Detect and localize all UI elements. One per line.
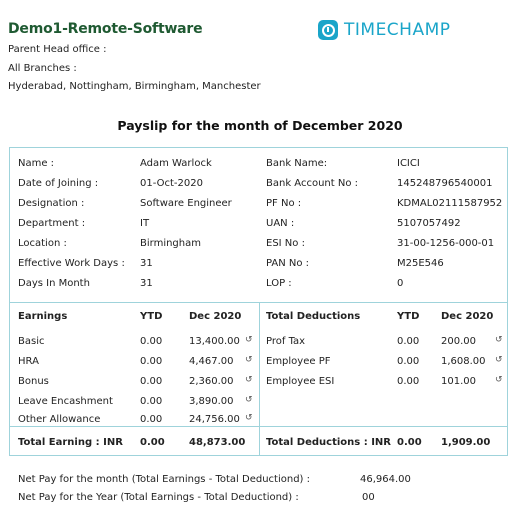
earning-ytd: 0.00 bbox=[140, 336, 163, 347]
label-days-in-month: Days In Month bbox=[18, 278, 90, 289]
history-icon[interactable]: ↺ bbox=[245, 413, 253, 423]
total-earning-label: Total Earning : INR bbox=[18, 437, 123, 448]
earning-ytd: 0.00 bbox=[140, 396, 163, 407]
earning-name: Other Allowance bbox=[18, 414, 101, 425]
parent-head-office: Parent Head office : bbox=[8, 44, 107, 55]
history-icon[interactable]: ↺ bbox=[495, 375, 503, 385]
label-bank-account: Bank Account No : bbox=[266, 178, 358, 189]
value-days-in-month: 31 bbox=[140, 278, 153, 289]
divider bbox=[259, 302, 260, 456]
label-pan-no: PAN No : bbox=[266, 258, 310, 269]
value-bank-name: ICICI bbox=[397, 158, 420, 169]
total-earning-ytd: 0.00 bbox=[140, 437, 165, 448]
deductions-month-header: Dec 2020 bbox=[441, 311, 494, 322]
payslip-title: Payslip for the month of December 2020 bbox=[117, 118, 403, 133]
net-pay-year-value: 00 bbox=[362, 492, 375, 503]
value-designation: Software Engineer bbox=[140, 198, 232, 209]
deduction-name: Employee PF bbox=[266, 356, 331, 367]
value-name: Adam Warlock bbox=[140, 158, 212, 169]
history-icon[interactable]: ↺ bbox=[245, 355, 253, 365]
divider bbox=[9, 302, 508, 303]
earning-month: 24,756.00 bbox=[189, 414, 240, 425]
total-earning-month: 48,873.00 bbox=[189, 437, 246, 448]
earning-name: HRA bbox=[18, 356, 39, 367]
value-uan: 5107057492 bbox=[397, 218, 461, 229]
all-branches-label: All Branches : bbox=[8, 63, 77, 74]
deduction-ytd: 0.00 bbox=[397, 376, 420, 387]
earning-ytd: 0.00 bbox=[140, 414, 163, 425]
payslip-table bbox=[9, 147, 508, 456]
deductions-header: Total Deductions bbox=[266, 311, 361, 322]
deduction-month: 1,608.00 bbox=[441, 356, 486, 367]
value-effective-days: 31 bbox=[140, 258, 153, 269]
earning-ytd: 0.00 bbox=[140, 376, 163, 387]
earning-month: 3,890.00 bbox=[189, 396, 234, 407]
earnings-ytd-header: YTD bbox=[140, 311, 163, 322]
label-uan: UAN : bbox=[266, 218, 295, 229]
history-icon[interactable]: ↺ bbox=[245, 375, 253, 385]
earnings-header: Earnings bbox=[18, 311, 68, 322]
deduction-ytd: 0.00 bbox=[397, 356, 420, 367]
earning-name: Basic bbox=[18, 336, 45, 347]
earning-month: 4,467.00 bbox=[189, 356, 234, 367]
earning-name: Leave Encashment bbox=[18, 396, 113, 407]
label-effective-days: Effective Work Days : bbox=[18, 258, 125, 269]
value-esi-no: 31-00-1256-000-01 bbox=[397, 238, 495, 249]
label-doj: Date of Joining : bbox=[18, 178, 99, 189]
earning-month: 13,400.00 bbox=[189, 336, 240, 347]
deduction-month: 200.00 bbox=[441, 336, 476, 347]
timechamp-logo: TIMECHAMP bbox=[318, 19, 451, 41]
value-pan-no: M25E546 bbox=[397, 258, 444, 269]
value-doj: 01-Oct-2020 bbox=[140, 178, 203, 189]
value-pf-no: KDMAL02111587952 bbox=[397, 198, 503, 209]
label-bank-name: Bank Name: bbox=[266, 158, 328, 169]
history-icon[interactable]: ↺ bbox=[245, 395, 253, 405]
value-department: IT bbox=[140, 218, 150, 229]
company-name: Demo1-Remote-Software bbox=[8, 21, 203, 37]
timechamp-clock-icon bbox=[318, 20, 338, 40]
net-pay-month-label: Net Pay for the month (Total Earnings - … bbox=[18, 474, 311, 485]
net-pay-year-label: Net Pay for the Year (Total Earnings - T… bbox=[18, 492, 299, 503]
label-designation: Designation : bbox=[18, 198, 85, 209]
value-bank-account: 145248796540001 bbox=[397, 178, 493, 189]
label-location: Location : bbox=[18, 238, 67, 249]
value-location: Birmingham bbox=[140, 238, 201, 249]
divider bbox=[9, 426, 508, 427]
total-deductions-label: Total Deductions : INR bbox=[266, 437, 391, 448]
deduction-month: 101.00 bbox=[441, 376, 476, 387]
deduction-name: Employee ESI bbox=[266, 376, 335, 387]
total-deductions-ytd: 0.00 bbox=[397, 437, 422, 448]
earning-name: Bonus bbox=[18, 376, 49, 387]
earning-ytd: 0.00 bbox=[140, 356, 163, 367]
deduction-ytd: 0.00 bbox=[397, 336, 420, 347]
label-department: Department : bbox=[18, 218, 86, 229]
label-name: Name : bbox=[18, 158, 55, 169]
history-icon[interactable]: ↺ bbox=[495, 335, 503, 345]
history-icon[interactable]: ↺ bbox=[245, 335, 253, 345]
label-lop: LOP : bbox=[266, 278, 292, 289]
net-pay-month-value: 46,964.00 bbox=[360, 474, 411, 485]
deduction-name: Prof Tax bbox=[266, 336, 306, 347]
history-icon[interactable]: ↺ bbox=[495, 355, 503, 365]
deductions-ytd-header: YTD bbox=[397, 311, 420, 322]
value-lop: 0 bbox=[397, 278, 404, 289]
earning-month: 2,360.00 bbox=[189, 376, 234, 387]
label-esi-no: ESI No : bbox=[266, 238, 305, 249]
branches-list: Hyderabad, Nottingham, Birmingham, Manch… bbox=[8, 81, 261, 92]
total-deductions-month: 1,909.00 bbox=[441, 437, 491, 448]
label-pf-no: PF No : bbox=[266, 198, 302, 209]
earnings-month-header: Dec 2020 bbox=[189, 311, 242, 322]
logo-text: TIMECHAMP bbox=[344, 20, 451, 40]
